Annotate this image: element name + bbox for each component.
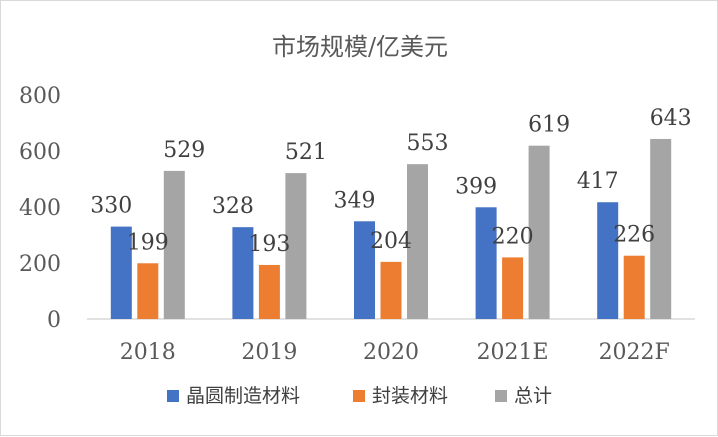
legend-label: 封装材料 bbox=[372, 385, 448, 407]
bar-0-4 bbox=[597, 202, 619, 319]
y-tick-label: 800 bbox=[19, 84, 61, 109]
bar-2-4 bbox=[650, 138, 672, 319]
y-tick-label: 200 bbox=[19, 252, 61, 277]
legend-label: 晶圆制造材料 bbox=[186, 385, 300, 407]
legend-label: 总计 bbox=[514, 385, 552, 407]
data-label: 220 bbox=[492, 224, 534, 249]
y-tick-label: 600 bbox=[19, 140, 61, 165]
data-label: 643 bbox=[650, 106, 692, 131]
bar-2-0 bbox=[163, 170, 185, 319]
y-tick-label: 400 bbox=[19, 196, 61, 221]
data-label: 399 bbox=[455, 174, 497, 199]
bar-0-3 bbox=[475, 207, 497, 319]
data-label: 417 bbox=[577, 169, 619, 194]
data-label: 553 bbox=[407, 131, 449, 156]
bar-1-4 bbox=[623, 255, 645, 319]
data-label: 328 bbox=[212, 194, 254, 219]
data-label: 193 bbox=[248, 232, 290, 257]
legend-swatch bbox=[495, 390, 507, 402]
bar-0-0 bbox=[110, 226, 132, 319]
x-tick-label: 2018 bbox=[120, 340, 176, 365]
x-tick-label: 2020 bbox=[363, 340, 419, 365]
x-tick-label: 2022F bbox=[599, 340, 670, 365]
data-label: 199 bbox=[127, 230, 169, 255]
bar-1-1 bbox=[258, 264, 280, 319]
x-tick-label: 2021E bbox=[477, 340, 549, 365]
bar-2-2 bbox=[407, 164, 428, 319]
data-label: 330 bbox=[90, 194, 132, 219]
y-tick-label: 0 bbox=[47, 308, 61, 333]
bar-1-0 bbox=[137, 263, 159, 319]
x-tick-label: 2019 bbox=[241, 340, 297, 365]
bar-1-3 bbox=[502, 257, 524, 319]
bar-0-2 bbox=[354, 221, 375, 319]
legend-swatch bbox=[353, 390, 365, 402]
data-label: 521 bbox=[285, 140, 327, 165]
bar-0-1 bbox=[232, 227, 254, 319]
bar-1-2 bbox=[380, 261, 402, 319]
data-label: 226 bbox=[613, 223, 655, 248]
data-label: 349 bbox=[334, 188, 376, 213]
data-label: 529 bbox=[163, 138, 205, 163]
bar-2-3 bbox=[528, 145, 550, 319]
legend-swatch bbox=[167, 390, 179, 402]
bar-2-1 bbox=[285, 173, 307, 319]
chart-title: 市场规模/亿美元 bbox=[272, 33, 448, 61]
data-label: 204 bbox=[370, 229, 412, 254]
data-label: 619 bbox=[528, 113, 570, 138]
